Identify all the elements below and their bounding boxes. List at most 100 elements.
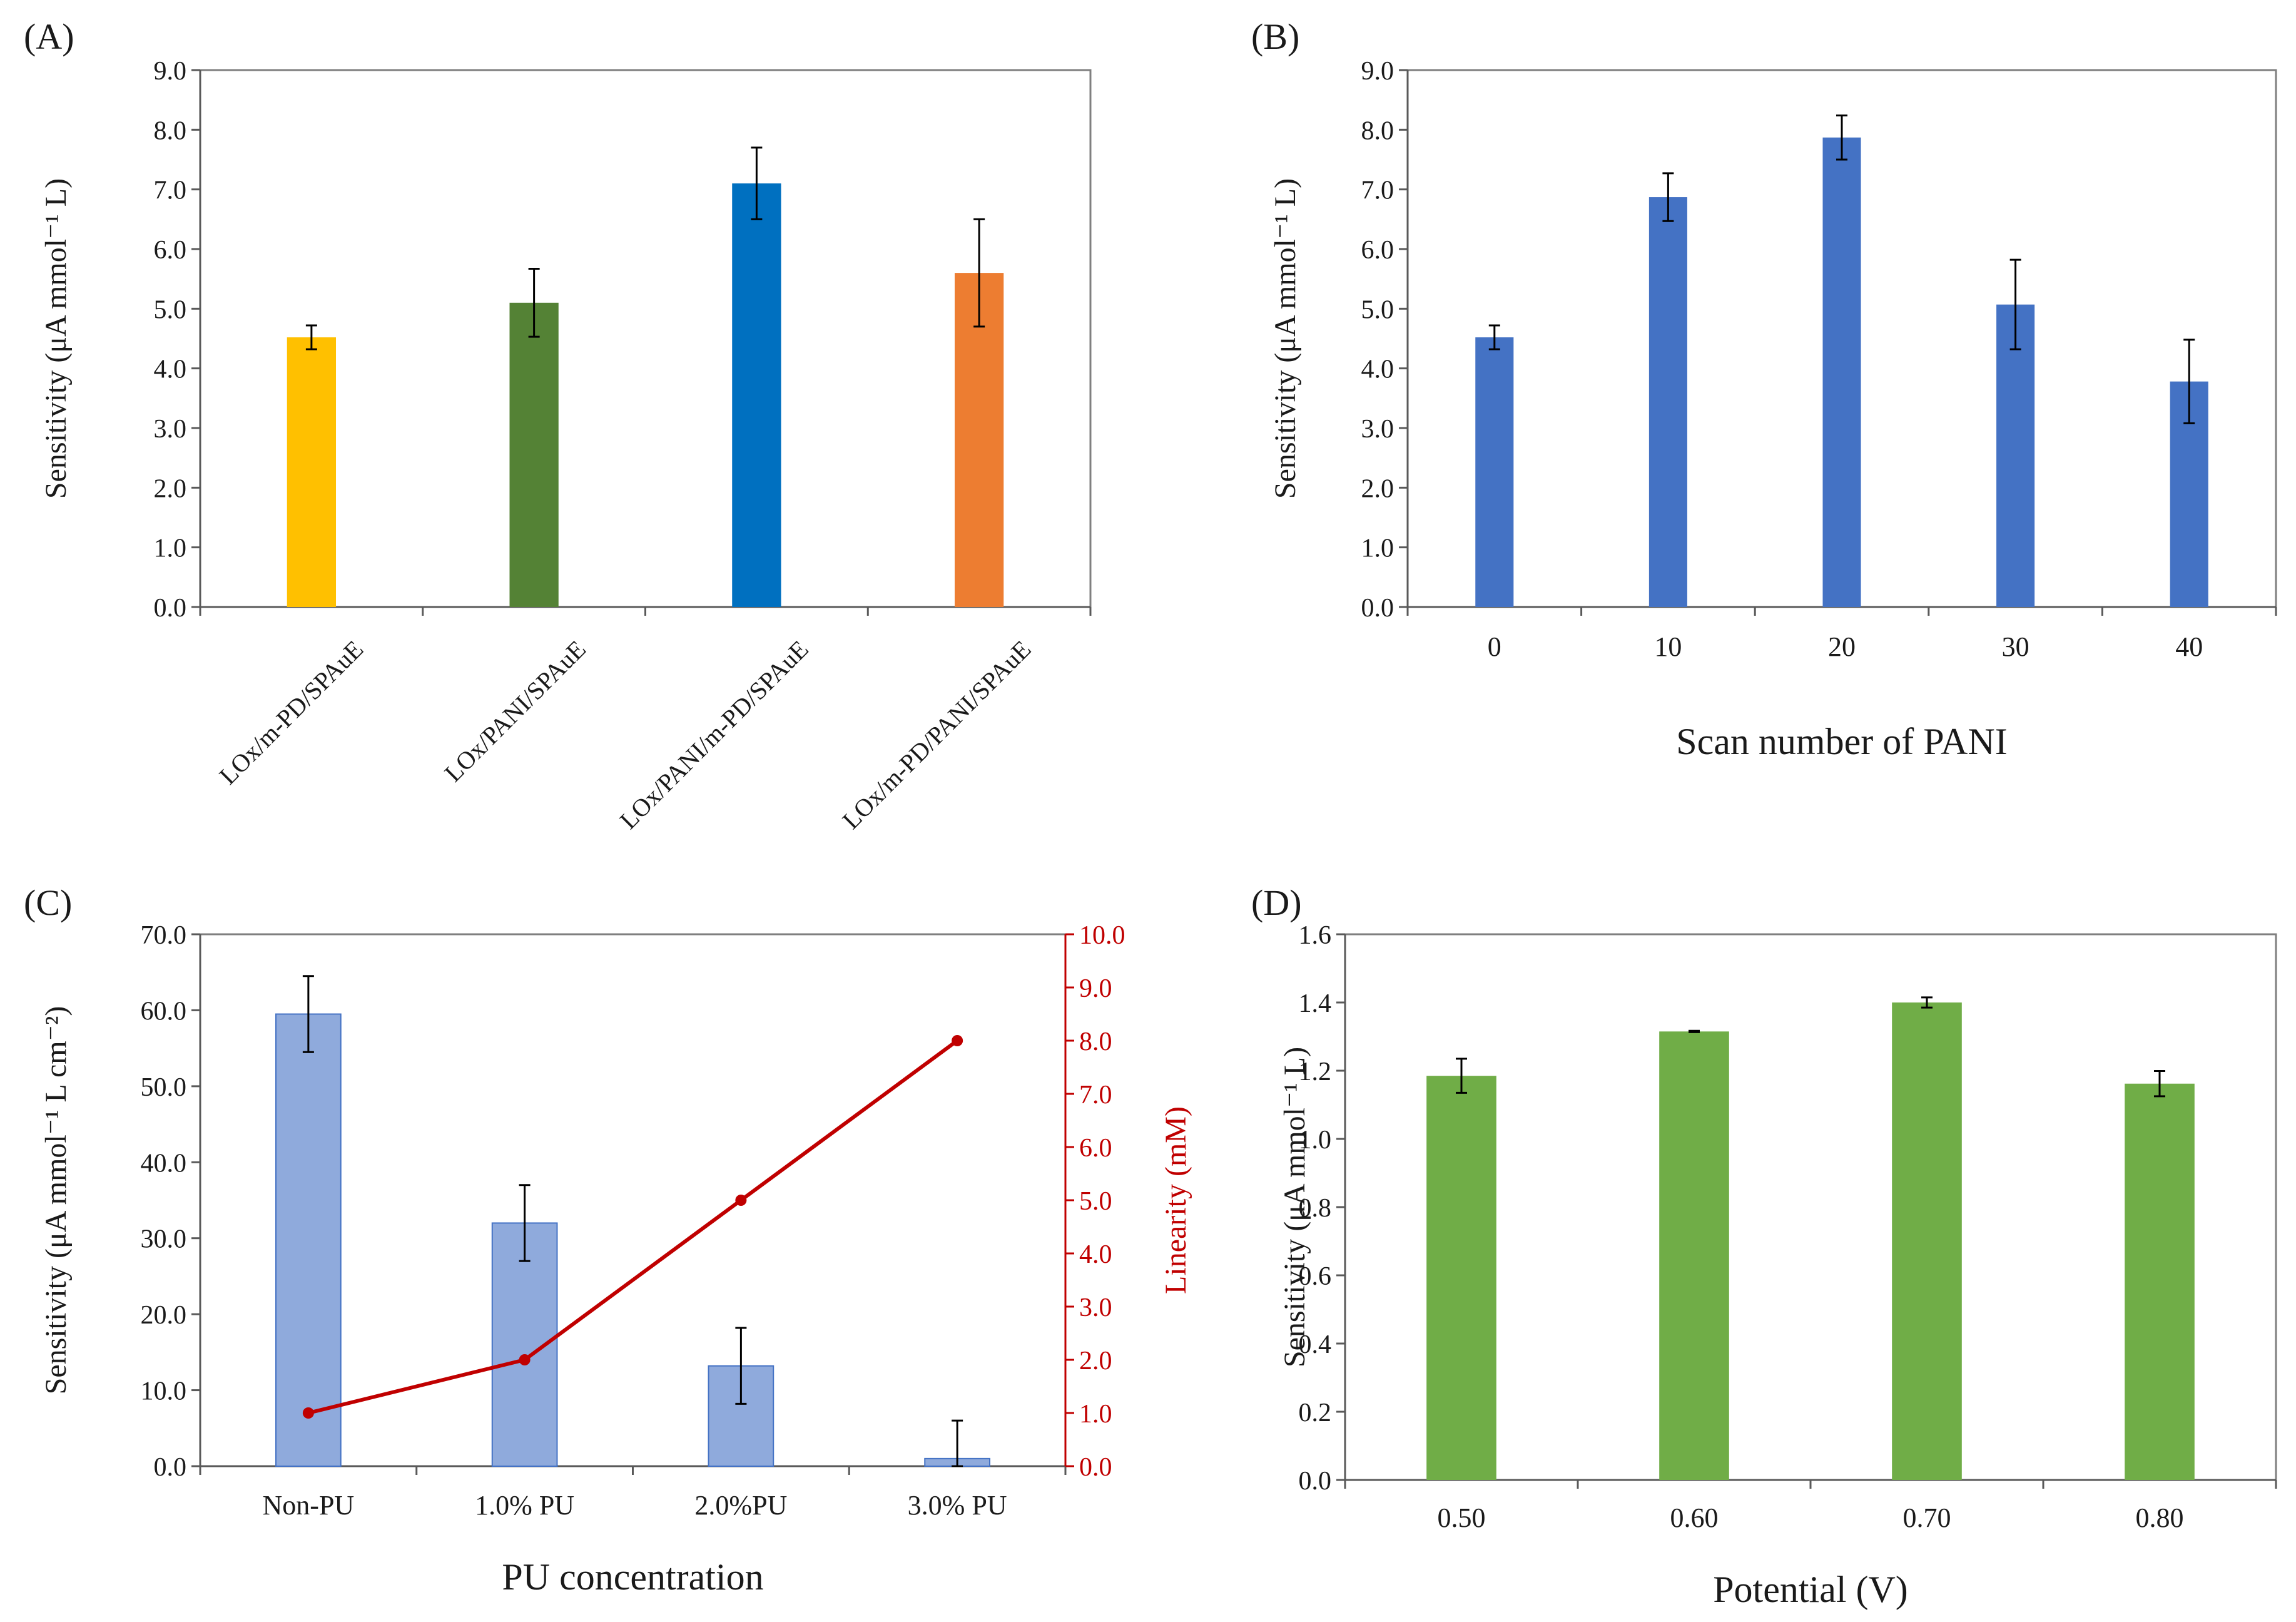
y-tick-label: 30.0 [141,1225,187,1254]
secondary-tick-label: 9.0 [1079,974,1112,1003]
y-tick-label: 0.0 [1299,1467,1332,1496]
secondary-tick-label: 6.0 [1079,1134,1112,1163]
panel-0: (A) 0.0 1.0 2.0 3.0 4.0 5.0 6.0 7.0 8.0 9.0 Sensiti… [24,16,1092,835]
y-tick-label: 1.0 [1299,1126,1332,1155]
y-tick-label: 1.0 [154,534,187,563]
x-tick-label: 40 [2175,631,2203,662]
secondary-tick-label: 7.0 [1079,1081,1112,1109]
y-tick-label: 4.0 [1361,355,1394,384]
x-tick-label: 0.80 [2136,1502,2184,1533]
bar [1426,1076,1496,1480]
y-tick-label: 8.0 [1361,116,1394,145]
y-tick-label: 2.0 [1361,474,1394,503]
y-tick-label: 1.2 [1299,1058,1332,1086]
y-axis-title: Sensitivity (μA mmol⁻¹ L) [39,178,73,499]
x-tick-label: 0 [1488,631,1501,662]
secondary-axis-title: Linearity (mM) [1159,1106,1192,1294]
y-tick-label: 7.0 [1361,176,1394,205]
x-tick-label: 0.50 [1438,1502,1486,1533]
x-tick-label: 0.70 [1903,1502,1951,1533]
y-tick-label: 3.0 [154,415,187,444]
x-tick-label: LOx/PANI/SPAuE [439,635,591,787]
y-tick-label: 50.0 [141,1073,187,1102]
y-tick-label: 9.0 [154,57,187,86]
y-tick-label: 0.0 [154,1453,187,1482]
x-axis-title: Scan number of PANI [1676,721,2007,762]
panel-label: (B) [1251,16,1299,57]
y-tick-label: 2.0 [154,474,187,503]
bar [275,1013,342,1467]
bar [287,337,337,607]
y-axis-title: Sensitivity (μA mmol⁻¹ L) [1278,1047,1311,1367]
secondary-tick-label: 2.0 [1079,1347,1112,1375]
bar [1475,337,1514,607]
y-tick-label: 1.6 [1299,921,1332,950]
x-tick-label: 10 [1654,631,1682,662]
secondary-tick-label: 4.0 [1079,1240,1112,1269]
x-tick-label: 2.0%PU [694,1490,787,1521]
bar [1659,1031,1729,1480]
secondary-tick-label: 1.0 [1079,1400,1112,1429]
x-tick-label: 1.0% PU [475,1490,574,1521]
x-tick-label: 30 [2002,631,2029,662]
panel-1: (B) 0.0 1.0 2.0 3.0 4.0 5.0 6.0 7.0 8.0 9.0 Sensiti… [1251,16,2277,762]
secondary-tick-label: 3.0 [1079,1293,1112,1322]
y-tick-label: 20.0 [141,1301,187,1330]
x-tick-label: 20 [1828,631,1856,662]
panel-3: (D) 0.0 0.2 0.4 0.6 0.8 1.0 1.2 1.4 1.6 Sensitivit… [1251,882,2277,1610]
y-tick-label: 6.0 [1361,236,1394,265]
linearity-point [519,1354,531,1365]
secondary-tick-label: 5.0 [1079,1187,1112,1216]
y-tick-label: 70.0 [141,921,187,950]
y-tick-label: 0.2 [1299,1399,1332,1427]
y-tick-label: 1.4 [1299,989,1332,1018]
y-tick-label: 40.0 [141,1149,187,1178]
x-tick-label: 0.60 [1670,1502,1719,1533]
y-tick-label: 9.0 [1361,57,1394,86]
bar [1822,137,1861,607]
y-tick-label: 6.0 [154,236,187,265]
panel-2: (C) 0.0 10.0 20.0 30.0 40.0 50.0 60.0 70.0 Sensit… [24,882,1192,1598]
x-tick-label: LOx/m-PD/PANI/SPAuE [837,635,1037,835]
secondary-tick-label: 8.0 [1079,1028,1112,1056]
y-tick-label: 0.0 [154,594,187,623]
bar [732,183,781,608]
y-tick-label: 60.0 [141,997,187,1026]
y-tick-label: 3.0 [1361,415,1394,444]
x-tick-label: 3.0% PU [908,1490,1007,1521]
bar [1996,304,2035,607]
y-tick-label: 7.0 [154,176,187,205]
y-axis-title: Sensitivity (μA mmol⁻¹ L) [1269,178,1302,499]
y-tick-label: 8.0 [154,116,187,145]
secondary-tick-label: 10.0 [1079,921,1125,950]
x-tick-label: LOx/PANI/m-PD/SPAuE [614,635,814,835]
y-tick-label: 0.8 [1299,1194,1332,1223]
linearity-point [302,1407,314,1419]
bar [1648,197,1687,607]
secondary-tick-label: 0.0 [1079,1453,1112,1482]
panel-label: (D) [1251,882,1302,923]
y-tick-label: 0.0 [1361,594,1394,623]
x-tick-label: LOx/m-PD/SPAuE [214,635,369,790]
y-axis-title: Sensitivity (μA mmol⁻¹ L cm⁻²) [39,1006,73,1395]
bar [2125,1083,2195,1480]
linearity-point [735,1195,747,1206]
bar [1892,1002,1962,1480]
y-tick-label: 10.0 [141,1377,187,1406]
x-tick-label: Non-PU [263,1490,355,1521]
linearity-line [308,1039,958,1415]
y-tick-label: 5.0 [154,295,187,324]
y-tick-label: 1.0 [1361,534,1394,563]
y-tick-label: 0.6 [1299,1262,1332,1291]
bar [954,273,1004,608]
x-axis-title: PU concentration [502,1556,763,1598]
bar [509,302,559,607]
panel-label: (C) [24,882,72,923]
x-axis-title: Potential (V) [1713,1569,1908,1610]
y-tick-label: 5.0 [1361,295,1394,324]
y-tick-label: 4.0 [154,355,187,384]
panel-label: (A) [24,16,74,57]
linearity-point [952,1035,963,1046]
y-tick-label: 0.4 [1299,1330,1332,1359]
